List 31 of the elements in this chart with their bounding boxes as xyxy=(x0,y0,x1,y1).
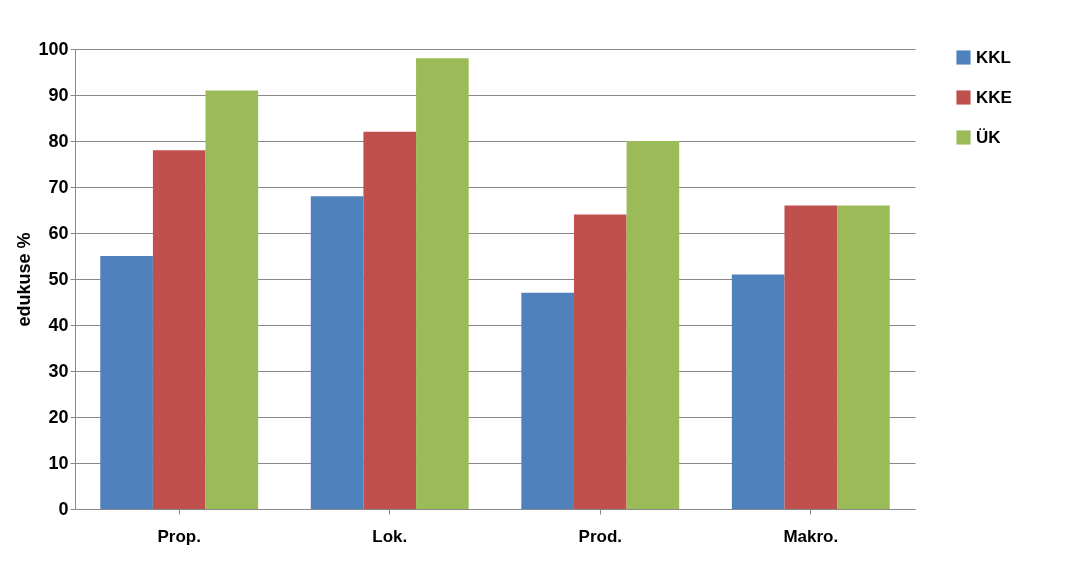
bar xyxy=(152,150,206,509)
legend-label: KKE xyxy=(976,87,1012,107)
y-tick-label: 50 xyxy=(48,268,69,289)
bar xyxy=(837,205,890,509)
y-tick-label: 60 xyxy=(48,222,69,243)
y-tick-label: 40 xyxy=(48,314,69,335)
y-tick-label: 90 xyxy=(48,84,69,105)
y-tick-label: 20 xyxy=(48,406,69,427)
bar xyxy=(100,256,153,509)
legend-label: KKL xyxy=(976,47,1011,67)
bar xyxy=(363,131,417,509)
x-tick-label: Makro. xyxy=(783,526,839,546)
y-tick-label: 70 xyxy=(48,176,69,197)
bar xyxy=(310,196,364,509)
y-tick-label: 0 xyxy=(58,498,69,519)
bar xyxy=(205,90,259,509)
x-tick-label: Prod. xyxy=(578,526,622,546)
x-tick-label: Lok. xyxy=(372,526,408,546)
y-axis-title: edukuse % xyxy=(14,232,35,327)
x-tick-label: Prop. xyxy=(157,526,201,546)
y-tick-label: 10 xyxy=(48,452,69,473)
legend-label: ÜK xyxy=(976,127,1002,147)
y-tick-label: 80 xyxy=(48,130,69,151)
y-tick-label: 100 xyxy=(38,38,69,59)
bar xyxy=(626,141,680,509)
y-tick-label: 30 xyxy=(48,360,69,381)
bar xyxy=(731,274,785,509)
bar xyxy=(416,58,469,509)
bar xyxy=(521,292,574,509)
bar xyxy=(784,205,838,509)
bar xyxy=(573,214,627,509)
